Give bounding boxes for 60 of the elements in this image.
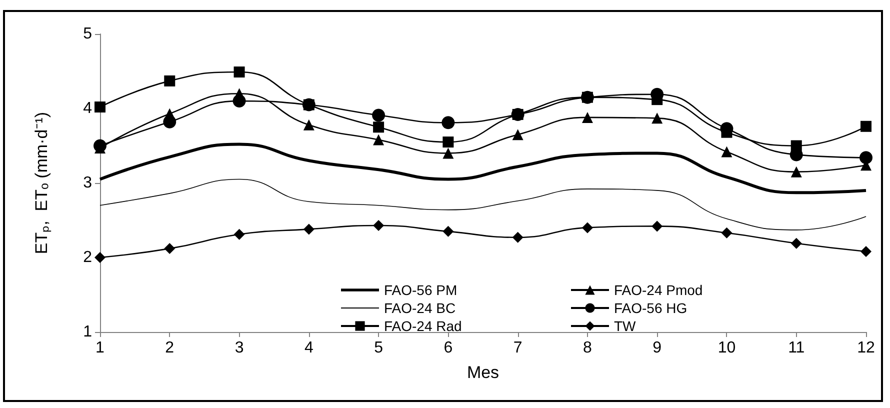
point xyxy=(373,122,384,133)
x-tick-label: 6 xyxy=(444,340,453,356)
point xyxy=(790,238,802,249)
legend-label: FAO-24 BC xyxy=(384,300,456,316)
x-axis-title: Mes xyxy=(466,363,500,382)
point xyxy=(790,140,802,152)
point xyxy=(373,134,384,146)
legend-label: FAO-24 Rad xyxy=(384,318,462,334)
point xyxy=(442,116,455,130)
y-tick-label: 2 xyxy=(83,249,92,266)
point xyxy=(860,151,872,164)
legend-label: FAO-56 HG xyxy=(614,300,688,316)
point xyxy=(232,94,246,108)
point xyxy=(442,226,454,237)
x-tick-label: 1 xyxy=(96,340,105,356)
line-series xyxy=(98,142,868,194)
legend-label: FAO-56 PM xyxy=(384,282,458,298)
point xyxy=(721,146,732,158)
legend-label: TW xyxy=(614,318,637,334)
point xyxy=(582,112,593,123)
point xyxy=(652,112,663,124)
line-series xyxy=(100,178,866,230)
point xyxy=(860,246,872,258)
point xyxy=(234,66,245,78)
point xyxy=(373,220,384,231)
point xyxy=(652,220,663,232)
point xyxy=(860,120,872,132)
y-tick-label: 4 xyxy=(83,100,92,117)
point xyxy=(94,139,106,152)
x-tick-label: 7 xyxy=(513,340,522,356)
point xyxy=(163,115,176,128)
x-tick-label: 5 xyxy=(374,340,384,356)
point xyxy=(303,119,314,130)
point xyxy=(721,227,732,238)
x-tick-label: 2 xyxy=(165,340,174,356)
x-tick-label: 10 xyxy=(718,340,736,356)
y-tick-label: 3 xyxy=(83,174,92,192)
point xyxy=(303,224,314,235)
x-tick-label: 4 xyxy=(304,340,314,356)
y-tick-label: 1 xyxy=(83,324,92,340)
x-tick-label: 3 xyxy=(234,340,244,356)
point xyxy=(372,108,386,122)
point xyxy=(234,228,245,240)
x-tick-label: 12 xyxy=(857,340,875,356)
y-tick-label: 5 xyxy=(83,26,92,42)
point xyxy=(442,136,454,148)
point xyxy=(582,222,593,234)
point xyxy=(512,232,524,243)
point xyxy=(512,129,524,140)
x-tick-label: 8 xyxy=(583,340,592,356)
point xyxy=(164,243,176,254)
x-tick-label: 11 xyxy=(788,340,805,356)
y-axis-title: ETₚ, ETₒ (mm·d⁻¹) xyxy=(32,112,52,254)
point xyxy=(94,252,106,263)
point xyxy=(94,102,106,113)
point xyxy=(442,148,454,159)
point xyxy=(164,75,176,86)
x-tick-label: 9 xyxy=(652,340,662,356)
legend-label: FAO-24 Pmod xyxy=(614,282,703,298)
point xyxy=(790,166,802,178)
